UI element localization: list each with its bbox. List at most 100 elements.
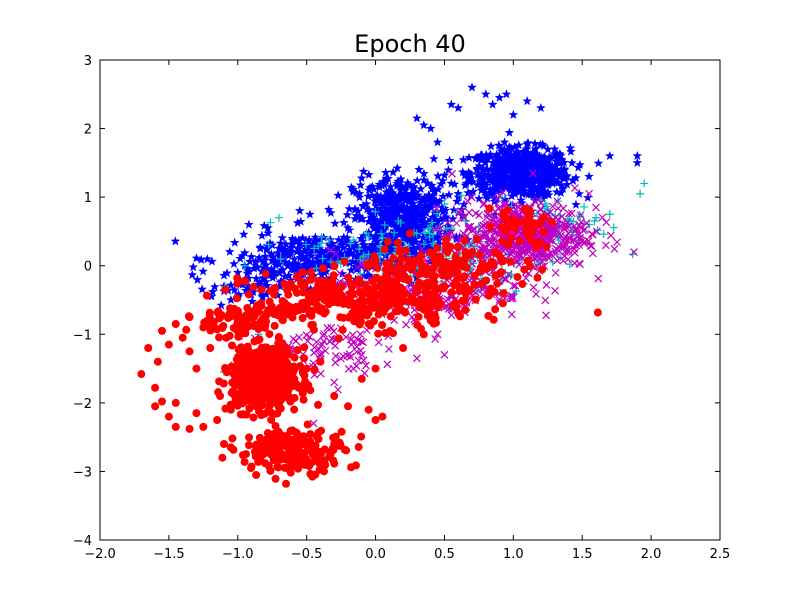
data-point-circle [430, 272, 439, 281]
data-point-circle [441, 240, 450, 249]
data-point-circle [399, 344, 408, 352]
data-point-star [552, 150, 563, 160]
data-point-star [263, 228, 273, 238]
data-point-x [511, 281, 520, 290]
data-point-circle [460, 236, 469, 245]
data-point-circle [461, 281, 470, 290]
data-point-star [419, 120, 429, 130]
y-tick-label: 3 [84, 54, 92, 69]
data-point-star [226, 280, 236, 290]
data-point-circle [447, 267, 456, 276]
data-point-circle [407, 265, 416, 274]
data-point-star [489, 210, 500, 220]
data-point-circle [440, 282, 449, 291]
data-point-circle [223, 368, 232, 377]
data-point-circle [278, 339, 287, 348]
data-point-circle [497, 223, 506, 232]
data-point-star [476, 154, 486, 164]
data-point-star [509, 142, 520, 152]
data-point-x [314, 345, 323, 354]
data-point-circle [199, 323, 208, 332]
data-point-circle [182, 325, 191, 334]
data-point-x [475, 211, 484, 219]
data-point-star [390, 201, 401, 211]
data-point-circle [290, 405, 299, 414]
data-point-circle [302, 440, 311, 449]
data-point-x [575, 221, 584, 230]
data-point-star [526, 189, 536, 199]
data-point-x [457, 207, 465, 216]
data-point-circle [250, 307, 259, 316]
data-point-star [404, 233, 415, 243]
data-point-star [350, 204, 360, 214]
data-point-star [384, 212, 394, 222]
data-point-star [549, 144, 560, 154]
data-point-plus [364, 233, 373, 242]
data-point-circle [394, 274, 403, 283]
data-point-circle [542, 242, 551, 251]
data-point-star [392, 163, 403, 173]
data-point-circle [274, 463, 283, 472]
data-point-star [392, 193, 402, 203]
data-point-circle [309, 325, 318, 334]
data-point-x [354, 336, 363, 344]
data-point-circle [415, 303, 424, 312]
data-point-star [551, 156, 562, 166]
data-point-star [420, 218, 431, 228]
data-point-plus [346, 239, 355, 248]
data-point-star [554, 172, 565, 182]
data-point-star [286, 246, 296, 256]
data-point-star [379, 193, 389, 203]
data-point-star [528, 164, 539, 174]
data-point-circle [280, 357, 289, 366]
data-point-circle [226, 405, 235, 414]
data-point-circle [506, 257, 515, 266]
data-point-star [426, 200, 436, 210]
data-point-star [515, 175, 526, 185]
data-point-star [363, 216, 374, 226]
data-point-circle [593, 308, 602, 317]
data-point-circle [329, 456, 338, 465]
data-point-star [404, 197, 414, 207]
data-point-star [394, 211, 405, 221]
data-point-star [565, 143, 576, 153]
data-point-x [573, 229, 582, 237]
data-point-circle [356, 304, 365, 313]
data-point-circle [371, 416, 380, 424]
data-point-circle [241, 450, 250, 459]
data-point-star [279, 247, 289, 257]
data-point-star [352, 264, 363, 274]
data-point-star [261, 289, 272, 299]
data-point-star [512, 181, 523, 191]
data-point-circle [314, 400, 323, 409]
data-point-circle [213, 325, 222, 334]
data-point-x [536, 253, 545, 262]
data-point-circle [490, 287, 499, 296]
data-point-circle [319, 264, 328, 273]
data-point-star [458, 167, 468, 177]
data-point-star [472, 163, 482, 173]
data-point-star [451, 234, 462, 244]
data-point-circle [228, 341, 237, 350]
data-point-star [406, 188, 417, 198]
data-point-star [438, 191, 448, 201]
data-point-star [536, 190, 547, 200]
data-point-star [538, 188, 548, 198]
data-point-circle [316, 284, 325, 293]
data-point-x [570, 184, 579, 193]
data-point-star [301, 259, 311, 269]
data-point-star [532, 183, 543, 193]
data-point-x [305, 332, 314, 341]
data-point-circle [178, 333, 187, 342]
data-point-circle [260, 369, 269, 378]
data-point-star [593, 158, 604, 168]
data-point-circle [405, 229, 414, 238]
data-point-star [382, 203, 393, 213]
data-point-circle [354, 275, 363, 284]
data-point-star [435, 196, 445, 206]
data-point-x [602, 218, 611, 227]
data-point-circle [229, 323, 238, 332]
data-point-x [507, 250, 516, 259]
data-point-circle [259, 357, 268, 366]
data-point-star [461, 178, 472, 188]
